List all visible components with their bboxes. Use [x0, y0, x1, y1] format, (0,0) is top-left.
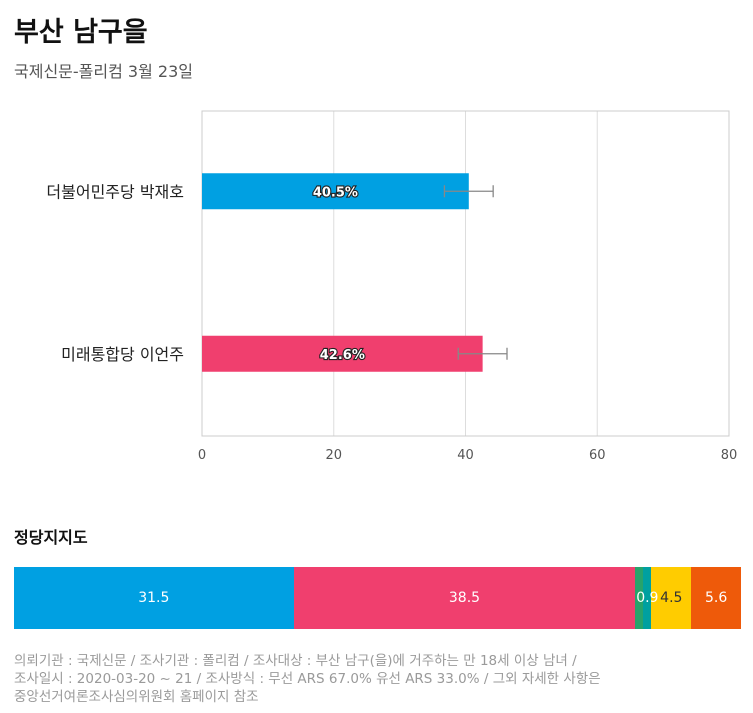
party-support-stacked-bar: 31.5 38.5 0.9 4.5 5.6	[14, 567, 741, 629]
plot-frame	[201, 110, 730, 437]
candidate-bar	[202, 335, 483, 372]
candidate-bar	[202, 173, 469, 210]
survey-footnote: 의뢰기관 : 국제신문 / 조사기관 : 폴리컴 / 조사대상 : 부산 남구(…	[14, 652, 734, 706]
x-tick-label: 0	[198, 448, 206, 463]
x-tick-label: 40	[457, 448, 474, 463]
party-segment: 31.5	[14, 567, 294, 629]
party-segment: 38.5	[293, 567, 636, 629]
party-segment-label: 0.9	[636, 590, 659, 606]
x-tick-label: 60	[589, 448, 606, 463]
candidate-bar-chart: 0 20 40 60 80 40.5% 더불어민주당 박재호 42.6% 미래통합당 이언주	[46, 110, 738, 463]
x-tick-label: 80	[721, 448, 738, 463]
party-segment: 5.6	[691, 567, 741, 629]
page-subtitle: 국제신문-폴리컴 3월 23일	[14, 62, 193, 81]
page-title: 부산 남구을	[14, 17, 148, 48]
party-segment-label: 5.6	[704, 590, 728, 606]
party-segment-label: 38.5	[448, 590, 481, 606]
footnote-line: 조사일시 : 2020-03-20 ~ 21 / 조사방식 : 무선 ARS 6…	[14, 671, 601, 687]
x-tick-label: 20	[325, 448, 342, 463]
bar-data-label: 42.6%	[320, 348, 365, 363]
party-segment: 4.5	[651, 567, 692, 629]
candidate-label: 더불어민주당 박재호	[46, 182, 184, 201]
party-segment: 0.9	[636, 567, 658, 629]
party-segment-label: 31.5	[138, 590, 170, 606]
bar-data-label: 40.5%	[313, 185, 358, 200]
candidate-label: 미래통합당 이언주	[61, 345, 184, 364]
party-segment	[635, 567, 644, 629]
footnote-line: 의뢰기관 : 국제신문 / 조사기관 : 폴리컴 / 조사대상 : 부산 남구(…	[14, 653, 577, 669]
party-support-title: 정당지지도	[14, 528, 88, 547]
party-segment-label: 4.5	[660, 590, 683, 606]
footnote-line: 중앙선거여론조사심의위원회 홈페이지 참조	[14, 689, 259, 705]
